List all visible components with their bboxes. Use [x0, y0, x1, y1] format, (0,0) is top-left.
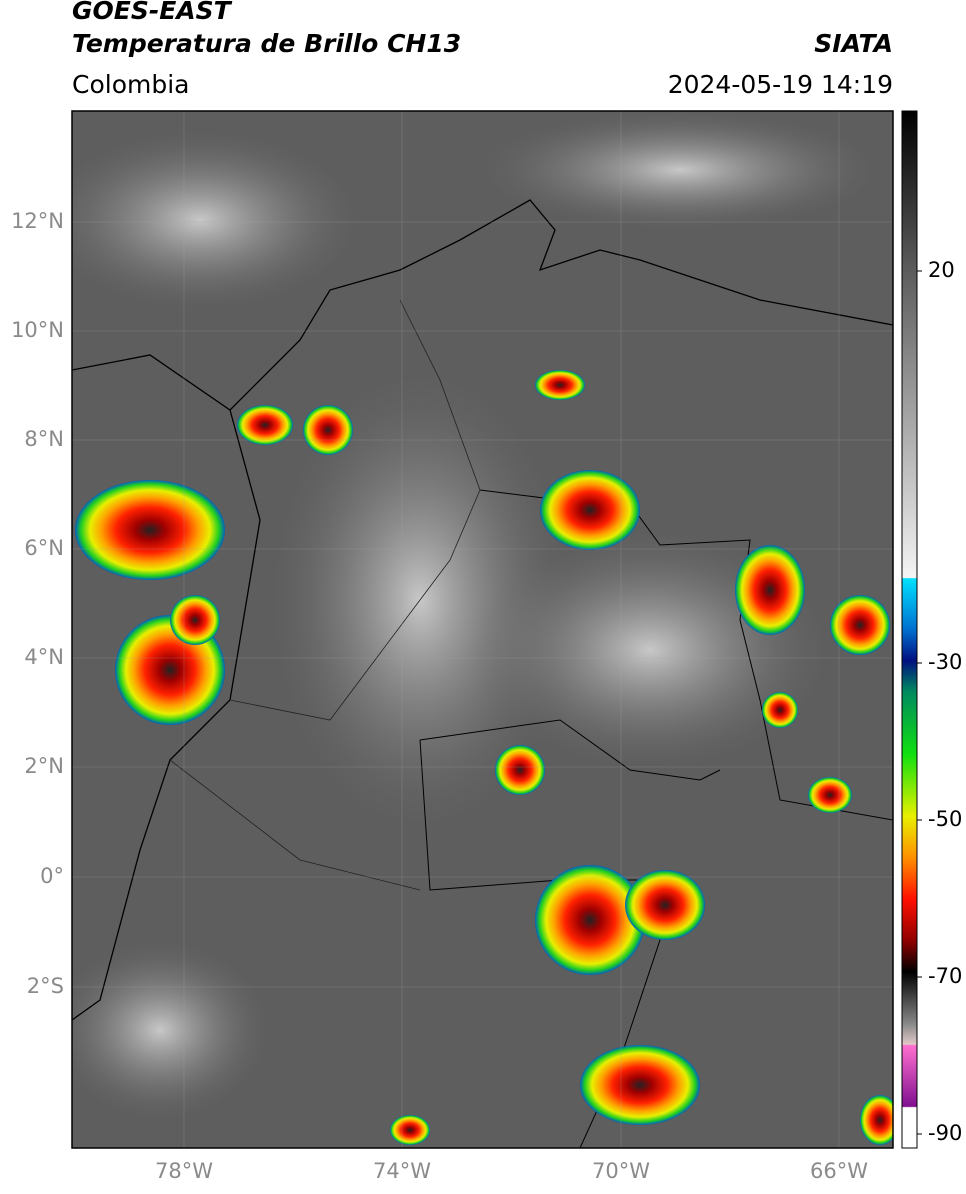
lat-label: 4°N — [24, 645, 64, 669]
source-label: SIATA — [814, 29, 893, 58]
colorbar-label: -70 — [928, 964, 962, 988]
colorbar-label: -50 — [928, 807, 962, 831]
lat-label: 0° — [40, 864, 64, 888]
satellite-image — [72, 111, 893, 1148]
lon-label: 74°W — [373, 1159, 431, 1183]
lon-label: 66°W — [810, 1159, 868, 1183]
datetime-label: 2024-05-19 14:19 — [668, 70, 893, 99]
region-label: Colombia — [72, 70, 189, 99]
lat-label: 2°S — [27, 974, 64, 998]
lat-label: 12°N — [11, 209, 64, 233]
lat-label: 2°N — [24, 754, 64, 778]
lat-label: 10°N — [11, 318, 64, 342]
map-frame — [71, 110, 894, 1149]
satellite-title: GOES-EAST — [72, 0, 233, 25]
lon-label: 70°W — [592, 1159, 650, 1183]
colorbar-label: -30 — [928, 650, 962, 674]
colorbar — [901, 110, 918, 1149]
lat-label: 6°N — [24, 536, 64, 560]
colorbar-label: 20 — [928, 258, 955, 282]
colorbar-ticks — [917, 270, 922, 1135]
lat-label: 8°N — [24, 427, 64, 451]
product-title: Temperatura de Brillo CH13 — [72, 29, 461, 58]
colorbar-label: -90 — [928, 1121, 962, 1145]
lon-label: 78°W — [155, 1159, 213, 1183]
